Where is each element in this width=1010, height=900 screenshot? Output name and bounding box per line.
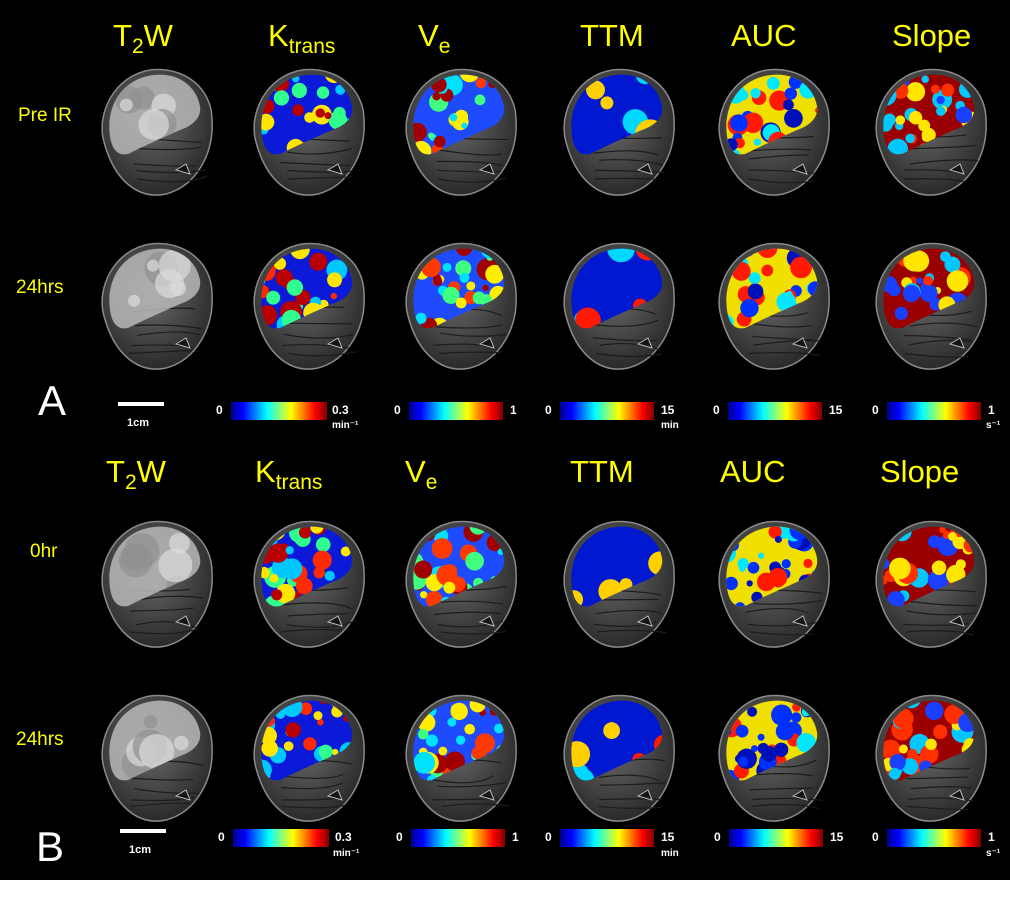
parametric-map-icon	[563, 520, 675, 648]
colorbar-ttm-unit-a: min	[661, 420, 679, 431]
figure-canvas: T2W Ktrans Ve TTM AUC Slope Pre IR 24hrs…	[0, 0, 1010, 880]
parametric-map-icon	[875, 694, 987, 822]
mri-slice-icon	[101, 242, 213, 370]
parametric-map-icon	[405, 520, 517, 648]
colorbar-slope-b	[887, 829, 981, 847]
colorbar-ve-min-a: 0	[394, 403, 401, 417]
parametric-map-icon	[563, 68, 675, 196]
colorbar-ttm-a	[560, 402, 654, 420]
parametric-map-icon	[253, 242, 365, 370]
header-auc-a: AUC	[731, 18, 797, 53]
header-slope-a: Slope	[892, 18, 972, 53]
colorbar-auc-a	[728, 402, 822, 420]
scale-bar-label-a: 1cm	[127, 417, 150, 429]
colorbar-ttm-unit-b: min	[661, 848, 679, 859]
colorbar-slope-min-a: 0	[872, 403, 879, 417]
row-label-24hrs-a: 24hrs	[16, 277, 64, 298]
header-ktrans-b: Ktrans	[255, 454, 323, 494]
colorbar-auc-min-b: 0	[714, 830, 721, 844]
mri-slice-icon	[101, 68, 213, 196]
colorbar-ktrans-b	[233, 829, 329, 847]
header-slope-b: Slope	[880, 454, 960, 489]
parametric-map-icon	[718, 68, 830, 196]
row-label-24hrs-b: 24hrs	[16, 729, 64, 750]
colorbar-ktrans-a	[231, 402, 327, 420]
colorbar-ttm-min-b: 0	[545, 830, 552, 844]
colorbar-ttm-min-a: 0	[545, 403, 552, 417]
header-ve-a: Ve	[418, 18, 451, 58]
colorbar-ktrans-min-a: 0	[216, 403, 223, 417]
header-t2w-b: T2W	[106, 454, 166, 494]
mri-slice-icon	[101, 694, 213, 822]
header-auc-b: AUC	[720, 454, 786, 489]
parametric-map-icon	[875, 68, 987, 196]
colorbar-slope-a	[887, 402, 981, 420]
header-ktrans-a: Ktrans	[268, 18, 336, 58]
colorbar-ktrans-min-b: 0	[218, 830, 225, 844]
parametric-map-icon	[718, 694, 830, 822]
mri-slice-icon	[101, 520, 213, 648]
colorbar-auc-max-a: 15	[829, 403, 843, 417]
scale-bar-label-b: 1cm	[129, 844, 152, 856]
colorbar-ktrans-max-a: 0.3	[332, 403, 349, 417]
parametric-map-icon	[405, 68, 517, 196]
panel-letter-a: A	[38, 377, 67, 424]
colorbar-slope-max-a: 1	[988, 403, 995, 417]
colorbar-auc-min-a: 0	[713, 403, 720, 417]
parametric-map-icon	[563, 242, 675, 370]
colorbar-slope-unit-b: s⁻¹	[986, 848, 1001, 859]
colorbar-auc-b	[729, 829, 823, 847]
parametric-map-icon	[405, 242, 517, 370]
colorbar-ttm-b	[560, 829, 654, 847]
parametric-map-icon	[253, 694, 365, 822]
colorbar-slope-min-b: 0	[872, 830, 879, 844]
colorbar-ktrans-unit-b: min⁻¹	[333, 848, 360, 859]
colorbar-ve-min-b: 0	[396, 830, 403, 844]
colorbar-ve-max-b: 1	[512, 830, 519, 844]
scale-bar-b	[120, 829, 166, 833]
colorbar-auc-max-b: 15	[830, 830, 844, 844]
scale-bar-a	[118, 402, 164, 406]
header-t2w-a: T2W	[113, 18, 173, 58]
parametric-map-icon	[253, 68, 365, 196]
parametric-map-icon	[875, 520, 987, 648]
colorbar-slope-unit-a: s⁻¹	[986, 420, 1001, 431]
parametric-map-icon	[875, 242, 987, 370]
parametric-map-icon	[718, 242, 830, 370]
colorbar-ve-a	[409, 402, 503, 420]
header-ttm-a: TTM	[580, 18, 644, 53]
row-label-pre-ir: Pre IR	[18, 105, 72, 126]
panel-letter-b: B	[36, 823, 65, 870]
colorbar-ttm-max-b: 15	[661, 830, 675, 844]
header-ve-b: Ve	[405, 454, 438, 494]
parametric-map-icon	[405, 694, 517, 822]
colorbar-ktrans-unit-a: min⁻¹	[332, 420, 359, 431]
header-ttm-b: TTM	[570, 454, 634, 489]
row-label-0hr: 0hr	[30, 541, 58, 562]
colorbar-ve-max-a: 1	[510, 403, 517, 417]
colorbar-ktrans-max-b: 0.3	[335, 830, 352, 844]
parametric-map-icon	[253, 520, 365, 648]
colorbar-ve-b	[411, 829, 505, 847]
colorbar-ttm-max-a: 15	[661, 403, 675, 417]
colorbar-slope-max-b: 1	[988, 830, 995, 844]
parametric-map-icon	[563, 694, 675, 822]
parametric-map-icon	[718, 520, 830, 648]
